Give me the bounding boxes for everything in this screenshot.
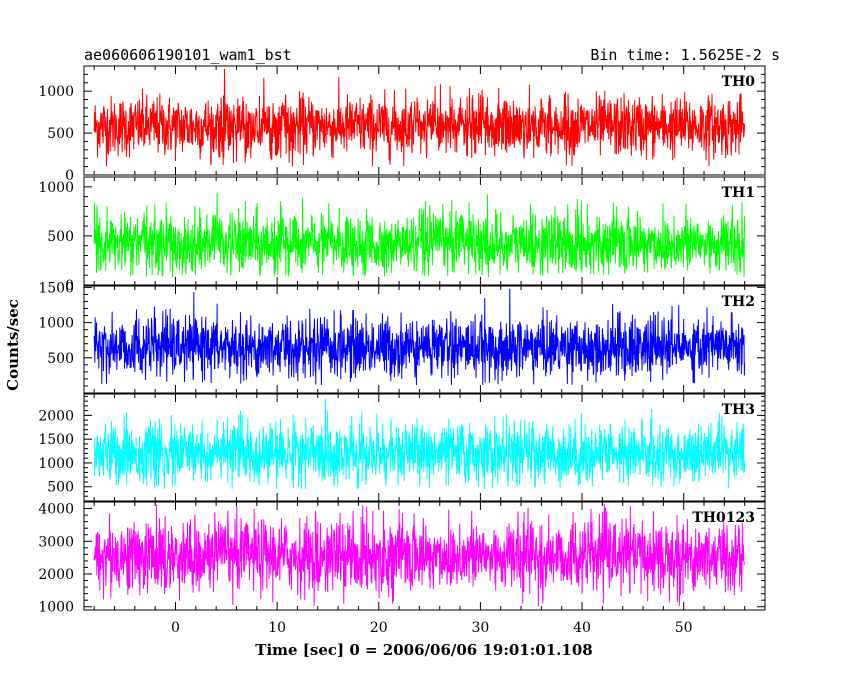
panel-label-th1: TH1 [722, 185, 755, 201]
panel-frame [83, 65, 766, 176]
panel-th1: 0 500 1000 TH1 [38, 176, 766, 294]
panel-frame [83, 501, 766, 611]
panel-label-th2: TH2 [722, 294, 755, 310]
y-tick-label: 2000 [38, 408, 74, 424]
x-tick-label: 30 [471, 620, 489, 636]
y-tick-label: 500 [47, 126, 74, 142]
x-ticks [93, 66, 766, 175]
x-tick-label: 20 [370, 620, 388, 636]
y-ticks [84, 286, 765, 394]
y-tick-label: 1000 [38, 456, 74, 472]
x-ticks [93, 502, 766, 610]
x-tick-label: 50 [675, 620, 693, 636]
panel-label-th0123: TH0123 [692, 510, 755, 526]
panel-th0: 0 500 1000 TH0 [38, 65, 766, 184]
y-axis-label: Counts/sec [4, 299, 22, 391]
x-axis-label: Time [sec] 0 = 2006/06/06 19:01:01.108 [255, 641, 592, 659]
series-th1 [93, 192, 746, 277]
y-tick-label: 1000 [38, 180, 74, 196]
x-tick-label: 0 [171, 620, 180, 636]
chart-title: ae060606190101_wam1_bst [84, 46, 292, 64]
panel-label-th0: TH0 [722, 74, 756, 90]
x-tick-label: 10 [268, 620, 286, 636]
x-ticks [93, 286, 766, 393]
panel-th0123: 1000 2000 3000 4000 TH0123 [38, 501, 766, 616]
y-ticks [84, 501, 765, 608]
x-tick-label: 40 [573, 620, 591, 636]
x-ticks [93, 394, 766, 501]
y-tick-label: 3000 [38, 534, 74, 550]
y-tick-label: 1000 [38, 316, 74, 332]
series-th3 [93, 398, 746, 490]
y-tick-label: 0 [65, 168, 74, 184]
panel-frame [83, 285, 766, 394]
panel-frame [83, 176, 766, 286]
y-tick-label: 1500 [38, 432, 74, 448]
y-tick-label: 1000 [38, 84, 74, 100]
series-th0123 [93, 503, 745, 607]
y-tick-label: 0 [65, 278, 74, 294]
y-ticks [84, 176, 765, 286]
panel-label-th3: TH3 [722, 402, 755, 418]
y-tick-label: 500 [47, 229, 74, 245]
y-tick-label: 4000 [38, 502, 74, 518]
panel-th2: 500 1000 1500 TH2 [38, 280, 766, 394]
panel-frame [83, 393, 766, 502]
y-tick-label: 1500 [38, 280, 74, 296]
y-ticks [84, 65, 765, 176]
series-th0 [93, 68, 746, 167]
y-tick-label: 2000 [38, 567, 74, 583]
panel-th3: 500 1000 1500 2000 TH3 [38, 393, 766, 502]
series-th2 [93, 288, 746, 386]
y-tick-label: 500 [47, 351, 74, 367]
y-tick-label: 500 [47, 480, 74, 496]
bin-time-label: Bin time: 1.5625E-2 s [590, 46, 780, 64]
x-ticks [93, 177, 766, 285]
y-ticks [84, 395, 765, 502]
y-tick-label: 1000 [38, 600, 74, 616]
